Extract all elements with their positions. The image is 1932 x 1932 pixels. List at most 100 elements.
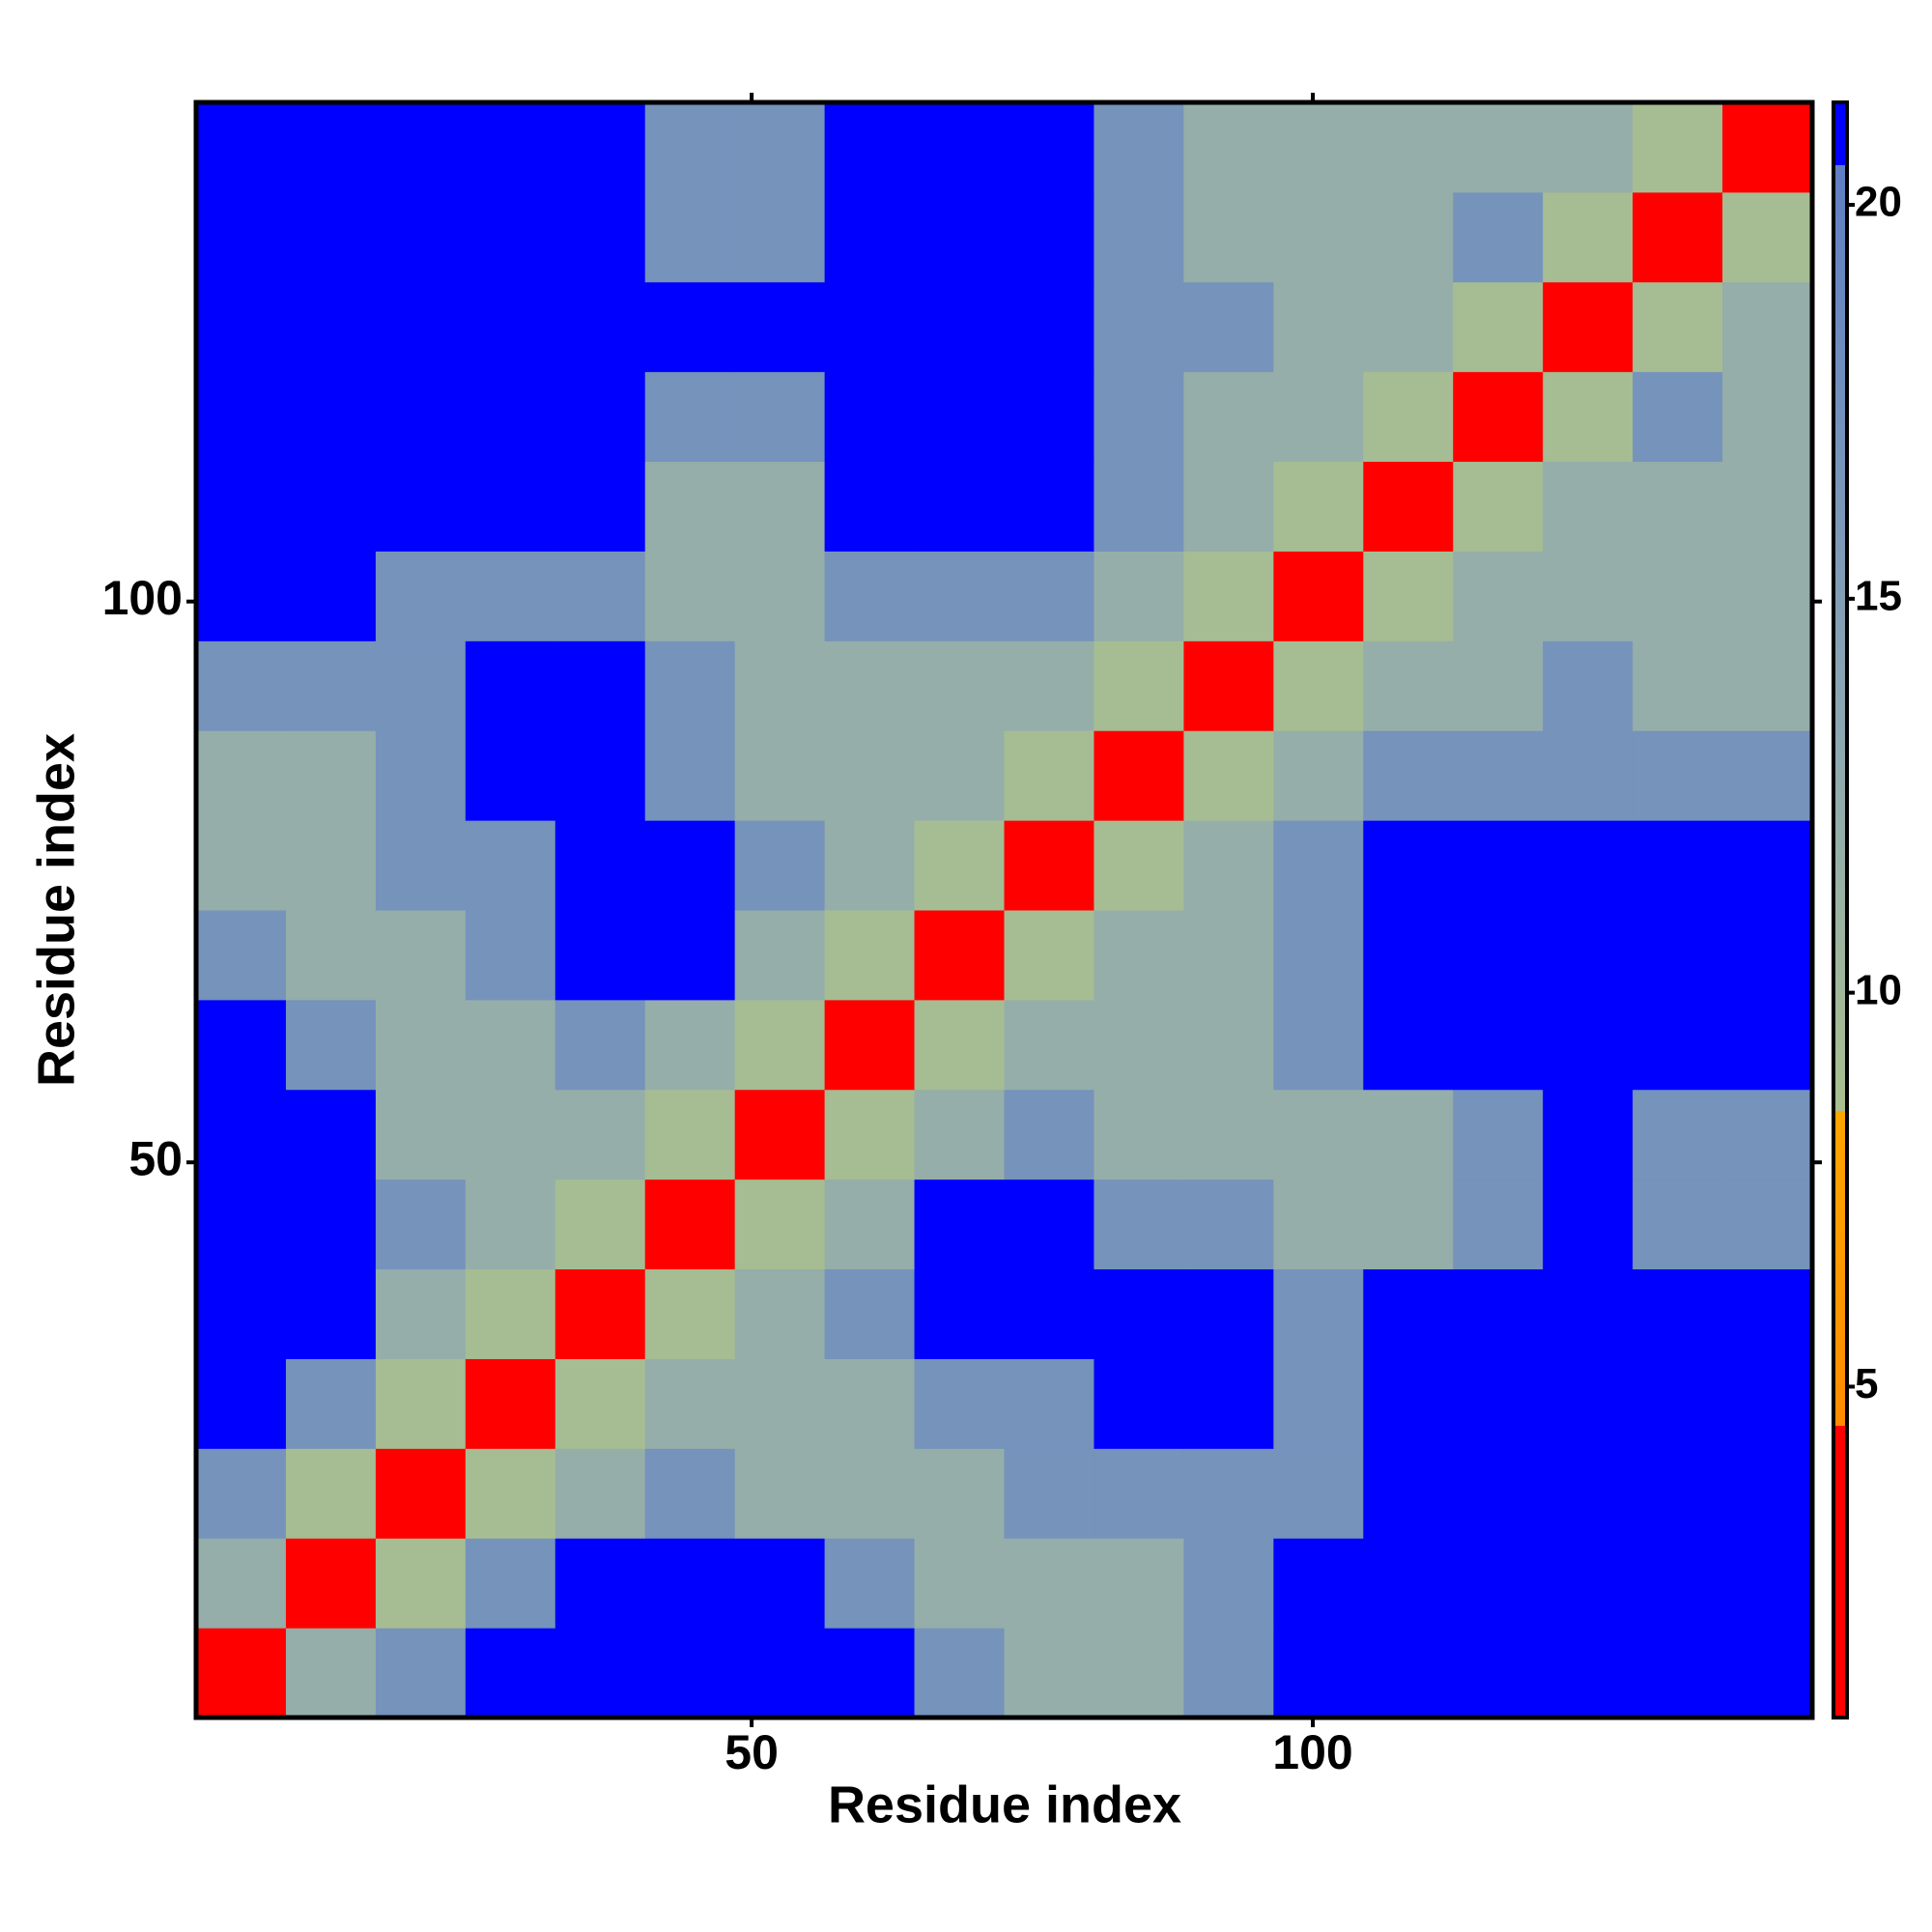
heatmap-cell xyxy=(285,1628,377,1719)
heatmap-cell xyxy=(1183,1089,1274,1180)
heatmap-cell xyxy=(1363,1628,1454,1719)
heatmap-cell xyxy=(1453,1179,1544,1270)
heatmap-cell xyxy=(734,999,826,1091)
heatmap-cell xyxy=(1363,820,1454,911)
heatmap-cell xyxy=(1453,820,1544,911)
heatmap-cell xyxy=(465,102,556,193)
heatmap-cell xyxy=(1453,1089,1544,1180)
heatmap-cell xyxy=(285,191,377,283)
heatmap-cell xyxy=(1363,730,1454,821)
heatmap-cell xyxy=(824,102,916,193)
heatmap-cell xyxy=(1543,371,1634,463)
heatmap-cell xyxy=(375,1089,467,1180)
heatmap-cell xyxy=(375,191,467,283)
heatmap-cell xyxy=(644,640,736,731)
heatmap-cell xyxy=(1094,640,1184,731)
heatmap-cell xyxy=(554,640,646,731)
heatmap-cell xyxy=(375,551,467,641)
heatmap-cell xyxy=(285,999,377,1091)
heatmap-cell xyxy=(196,281,287,373)
heatmap-cell xyxy=(465,281,556,373)
heatmap-cell xyxy=(734,730,826,821)
heatmap-cell xyxy=(734,281,826,373)
heatmap-cell xyxy=(1094,820,1184,911)
heatmap-cell xyxy=(1722,1358,1813,1449)
heatmap-cell xyxy=(196,551,287,641)
heatmap-cell xyxy=(734,1089,826,1180)
heatmap-cell xyxy=(196,102,287,193)
heatmap-cell xyxy=(1183,461,1274,552)
heatmap-cell xyxy=(1363,191,1454,283)
heatmap-cell xyxy=(1363,102,1454,193)
heatmap-cell xyxy=(1004,551,1094,641)
heatmap-cell xyxy=(1722,1089,1813,1180)
heatmap-cell xyxy=(375,640,467,731)
heatmap-cell xyxy=(1273,551,1364,641)
heatmap-cell xyxy=(1183,102,1274,193)
heatmap-cell xyxy=(1273,640,1364,731)
heatmap-cell xyxy=(554,102,646,193)
heatmap-cell xyxy=(1273,281,1364,373)
heatmap-cell xyxy=(1183,551,1274,641)
heatmap-cell xyxy=(644,1358,736,1449)
heatmap-cell xyxy=(465,910,556,1001)
heatmap-cell xyxy=(1004,191,1094,283)
heatmap-cell xyxy=(196,1538,287,1629)
heatmap-cell xyxy=(1543,910,1634,1001)
heatmap-cell xyxy=(1004,1448,1094,1539)
heatmap-cell xyxy=(1183,999,1274,1091)
heatmap-cell xyxy=(375,1179,467,1270)
heatmap-cell xyxy=(1633,1448,1723,1539)
heatmap-cell xyxy=(285,1179,377,1270)
heatmap-cell xyxy=(1183,730,1274,821)
heatmap-cell xyxy=(1722,371,1813,463)
heatmap-cell xyxy=(1633,102,1723,193)
plot-frame xyxy=(193,99,1815,1720)
heatmap-cell xyxy=(824,999,916,1091)
heatmap-cell xyxy=(1453,551,1544,641)
heatmap-cell xyxy=(554,551,646,641)
heatmap-cell xyxy=(644,191,736,283)
heatmap-cell xyxy=(914,1538,1005,1629)
heatmap-cell xyxy=(285,1089,377,1180)
heatmap-cell xyxy=(465,820,556,911)
heatmap-cell xyxy=(1453,1448,1544,1539)
heatmap-cell xyxy=(734,1179,826,1270)
heatmap-cell xyxy=(375,281,467,373)
heatmap-cell xyxy=(824,820,916,911)
heatmap-cell xyxy=(465,461,556,552)
heatmap-cell xyxy=(375,820,467,911)
heatmap-cell xyxy=(1543,999,1634,1091)
heatmap-cell xyxy=(1453,281,1544,373)
heatmap-cell xyxy=(1004,371,1094,463)
heatmap-cell xyxy=(196,910,287,1001)
heatmap-cell xyxy=(1273,1628,1364,1719)
heatmap-cell xyxy=(1363,371,1454,463)
heatmap-cell xyxy=(196,820,287,911)
heatmap-cell xyxy=(1183,1538,1274,1629)
heatmap-cell xyxy=(1183,1179,1274,1270)
heatmap-cell xyxy=(285,461,377,552)
heatmap-cell xyxy=(1094,1628,1184,1719)
heatmap-cell xyxy=(914,1358,1005,1449)
heatmap-cell xyxy=(1273,1448,1364,1539)
heatmap-cell xyxy=(914,1179,1005,1270)
heatmap-cell xyxy=(1004,640,1094,731)
heatmap-cell xyxy=(1273,999,1364,1091)
heatmap-cell xyxy=(734,191,826,283)
heatmap-cell xyxy=(1004,281,1094,373)
heatmap-cell xyxy=(644,999,736,1091)
heatmap-cell xyxy=(914,1268,1005,1359)
heatmap-cell xyxy=(1004,910,1094,1001)
heatmap-cell xyxy=(1722,820,1813,911)
heatmap-cell xyxy=(824,1268,916,1359)
heatmap-cell xyxy=(1273,820,1364,911)
heatmap-cell xyxy=(824,730,916,821)
heatmap-cell xyxy=(914,910,1005,1001)
heatmap-cell xyxy=(1453,730,1544,821)
heatmap-cell xyxy=(1722,910,1813,1001)
heatmap-cell xyxy=(1453,999,1544,1091)
heatmap-cell xyxy=(465,1179,556,1270)
heatmap-cell xyxy=(644,820,736,911)
heatmap-cell xyxy=(465,1448,556,1539)
